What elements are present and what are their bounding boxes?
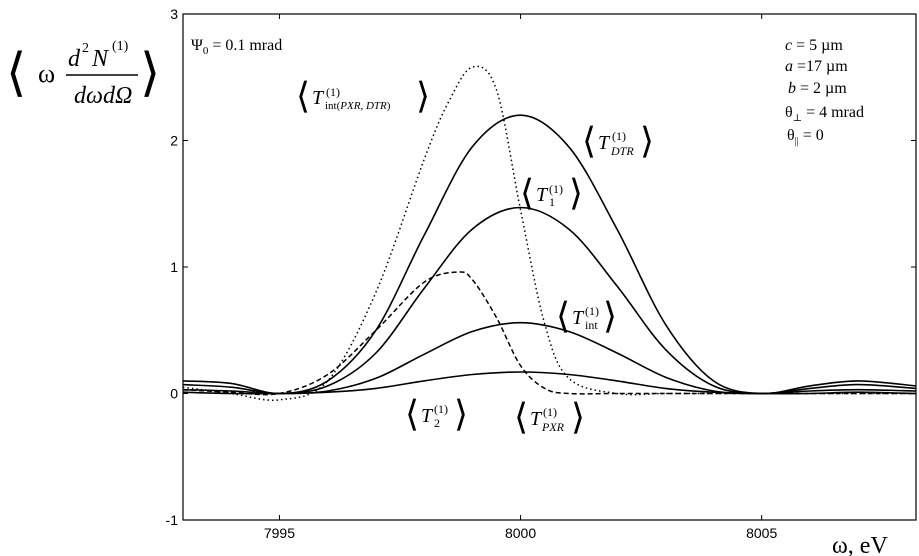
svg-text:⟩: ⟩: [140, 45, 160, 102]
svg-text:⟨: ⟨: [520, 173, 534, 213]
svg-text:⟩: ⟩: [416, 76, 430, 116]
param-a: a =17 µm: [785, 58, 848, 75]
series-t-int: [182, 321, 917, 395]
svg-text:⟩: ⟩: [603, 296, 617, 336]
param-b: b = 2 µm: [788, 80, 847, 97]
x-axis-label: ω, eV: [832, 533, 888, 556]
svg-text:(1): (1): [549, 182, 563, 196]
param-theta-par: θ|| = 0: [787, 127, 824, 147]
y-tick-label: 3: [170, 6, 178, 22]
series-t2: [182, 371, 917, 395]
y-tick-label: -1: [166, 512, 179, 528]
svg-text:⟩: ⟩: [569, 173, 583, 213]
series-t-pxr: [182, 271, 916, 396]
x-tick-label: 8000: [505, 525, 536, 541]
svg-text:⟨: ⟨: [514, 397, 528, 437]
label-t1: ⟨ T (1) 1 ⟩: [520, 173, 583, 213]
y-tick-label: 1: [170, 259, 178, 275]
label-t2: ⟨ T (1) 2 ⟩: [405, 394, 468, 434]
x-tick-label: 8005: [746, 525, 777, 541]
svg-text:2: 2: [434, 416, 440, 430]
param-theta-perp: θ⊥ = 4 mrad: [785, 104, 864, 124]
label-t-pxr: ⟨ T (1) PXR ⟩: [514, 397, 585, 437]
svg-text:int: int: [585, 318, 598, 332]
y-tick-label: 0: [170, 386, 178, 402]
svg-text:1: 1: [549, 195, 555, 209]
parameter-annotations: Ψ0 = 0.1 mrad c = 5 µm a =17 µm b = 2 µm…: [191, 37, 864, 147]
param-c: c = 5 µm: [785, 37, 843, 54]
label-t-dtr: ⟨ T (1) DTR ⟩: [582, 121, 654, 161]
svg-text:(1): (1): [326, 85, 340, 99]
series-t1: [182, 206, 917, 395]
svg-text:T: T: [312, 87, 325, 109]
svg-text:(1): (1): [434, 402, 448, 416]
label-t-int: ⟨ T (1) int ⟩: [556, 296, 617, 336]
svg-text:N: N: [91, 46, 110, 72]
y-tick-label: 2: [170, 133, 178, 149]
svg-text:DTR: DTR: [610, 144, 634, 158]
axis-ticks: -1 0 1 2 3 7995 8000 8005: [166, 6, 916, 541]
svg-text:int(PXR, DTR): int(PXR, DTR): [325, 100, 391, 112]
svg-text:(1): (1): [543, 405, 557, 419]
svg-text:(1): (1): [585, 304, 599, 318]
svg-text:(1): (1): [112, 39, 129, 54]
series-lines: [182, 65, 917, 401]
svg-text:T: T: [598, 132, 611, 154]
svg-text:T: T: [421, 405, 434, 427]
svg-text:⟨: ⟨: [582, 121, 596, 161]
series-t-dtr: [182, 114, 917, 395]
svg-text:⟨: ⟨: [296, 76, 310, 116]
svg-text:T: T: [572, 307, 585, 329]
svg-text:T: T: [530, 408, 543, 430]
svg-text:PXR: PXR: [541, 420, 565, 434]
svg-text:T: T: [536, 184, 549, 206]
svg-text:⟩: ⟩: [571, 397, 585, 437]
svg-text:⟨: ⟨: [6, 45, 26, 102]
svg-text:(1): (1): [612, 129, 626, 143]
y-axis-label: ⟨ ω d 2 N (1) dωdΩ ⟩: [6, 39, 160, 109]
series-t-int-pxr-dtr: [182, 65, 916, 401]
svg-text:⟩: ⟩: [454, 394, 468, 434]
x-tick-label: 7995: [264, 525, 295, 541]
svg-text:d: d: [68, 46, 81, 72]
svg-text:⟩: ⟩: [640, 121, 654, 161]
svg-text:dωdΩ: dωdΩ: [74, 83, 132, 109]
label-t-int-pxr-dtr: ⟨ T (1) int(PXR, DTR) ⟩: [296, 76, 430, 116]
svg-text:⟨: ⟨: [556, 296, 570, 336]
svg-text:⟨: ⟨: [405, 394, 419, 434]
svg-text:2: 2: [82, 41, 89, 56]
series-labels: ⟨ T (1) int(PXR, DTR) ⟩ ⟨ T (1) DTR ⟩ ⟨ …: [296, 76, 654, 437]
svg-text:ω: ω: [38, 59, 55, 88]
psi-annotation: Ψ0 = 0.1 mrad: [191, 37, 282, 57]
